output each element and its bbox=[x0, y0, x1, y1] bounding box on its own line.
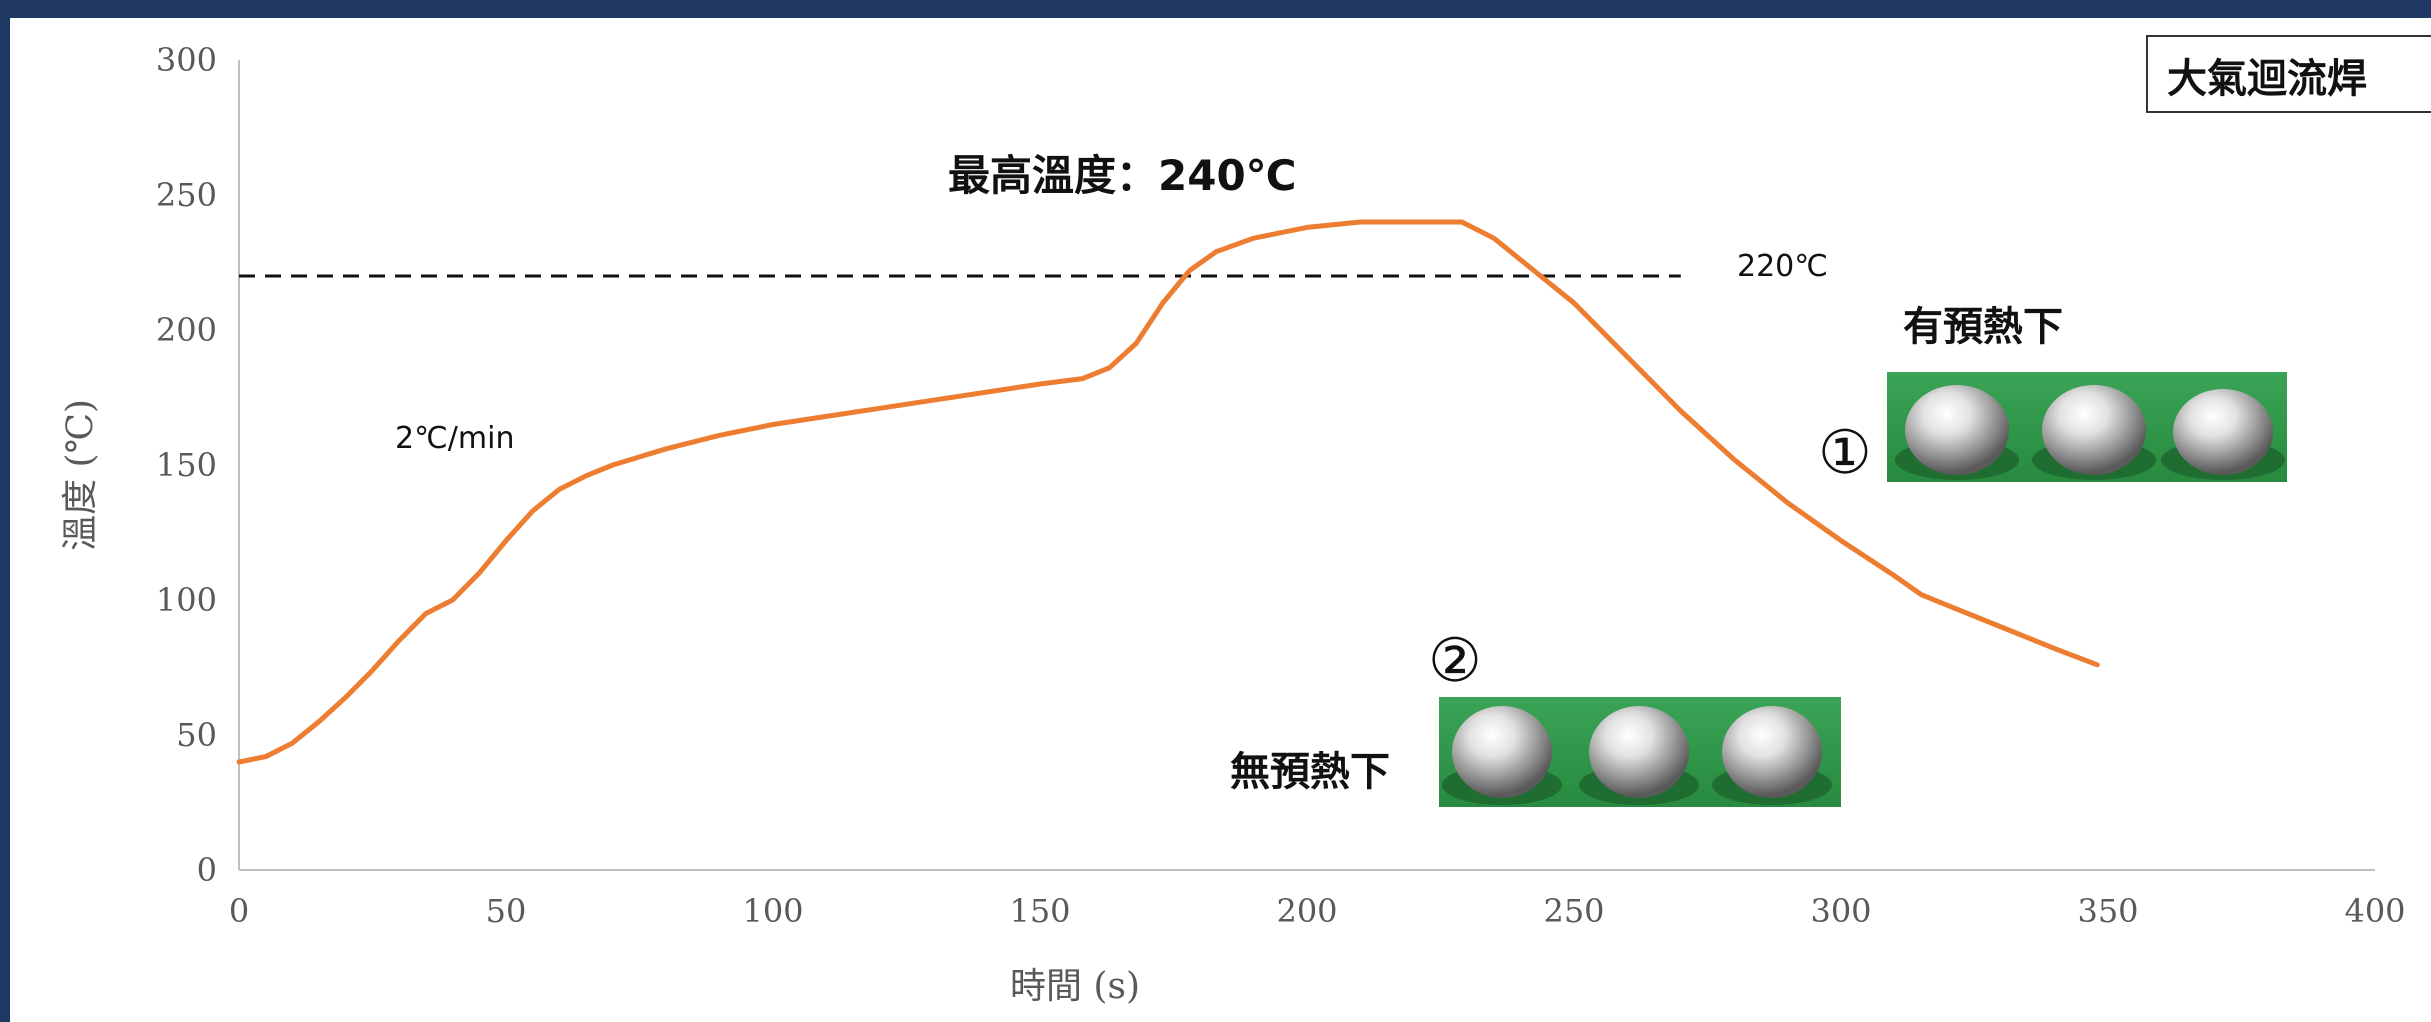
x-tick-label: 100 bbox=[742, 892, 803, 930]
y-axis-label: 溫度 (℃) bbox=[60, 399, 101, 551]
reference-line-label: 220℃ bbox=[1737, 249, 1828, 284]
x-tick-label: 200 bbox=[1276, 892, 1337, 930]
solder-photo-1 bbox=[1887, 372, 2287, 482]
marker-1: ① bbox=[1818, 418, 1872, 488]
y-tick-label: 300 bbox=[156, 41, 217, 79]
y-tick-label: 250 bbox=[156, 176, 217, 214]
marker-2: ② bbox=[1428, 626, 1482, 696]
heating-rate-annotation: 2℃/min bbox=[395, 421, 514, 456]
title-box bbox=[2146, 35, 2431, 113]
without-preheat-label: 無預熱下 bbox=[1230, 749, 1390, 795]
x-tick-label: 350 bbox=[2077, 892, 2138, 930]
y-tick-label: 150 bbox=[156, 446, 217, 484]
y-tick-label: 200 bbox=[156, 311, 217, 349]
temperature-chart: 0 50 100 150 200 250 300 0 50 100 150 200 250 300 350… bbox=[60, 35, 2431, 1007]
x-tick-label: 400 bbox=[2344, 892, 2405, 930]
solder-photo-2 bbox=[1439, 697, 1841, 807]
x-axis-label: 時間 (s) bbox=[1010, 966, 1140, 1007]
x-tick-label: 300 bbox=[1810, 892, 1871, 930]
y-tick-label: 50 bbox=[176, 716, 217, 754]
x-tick-label: 50 bbox=[486, 892, 527, 930]
chart-frame: 0 50 100 150 200 250 300 0 50 100 150 200 250 300 350… bbox=[10, 18, 2431, 1022]
chart-title: 大氣迴流焊 bbox=[2167, 56, 2367, 102]
y-tick-label: 0 bbox=[197, 851, 217, 889]
x-tick-label: 250 bbox=[1543, 892, 1604, 930]
peak-temperature-annotation: 最高溫度：240℃ bbox=[948, 151, 1297, 200]
x-tick-label: 0 bbox=[229, 892, 249, 930]
y-tick-label: 100 bbox=[156, 581, 217, 619]
temperature-curve bbox=[236, 219, 2100, 765]
with-preheat-label: 有預熱下 bbox=[1903, 304, 2063, 350]
x-tick-label: 150 bbox=[1009, 892, 1070, 930]
